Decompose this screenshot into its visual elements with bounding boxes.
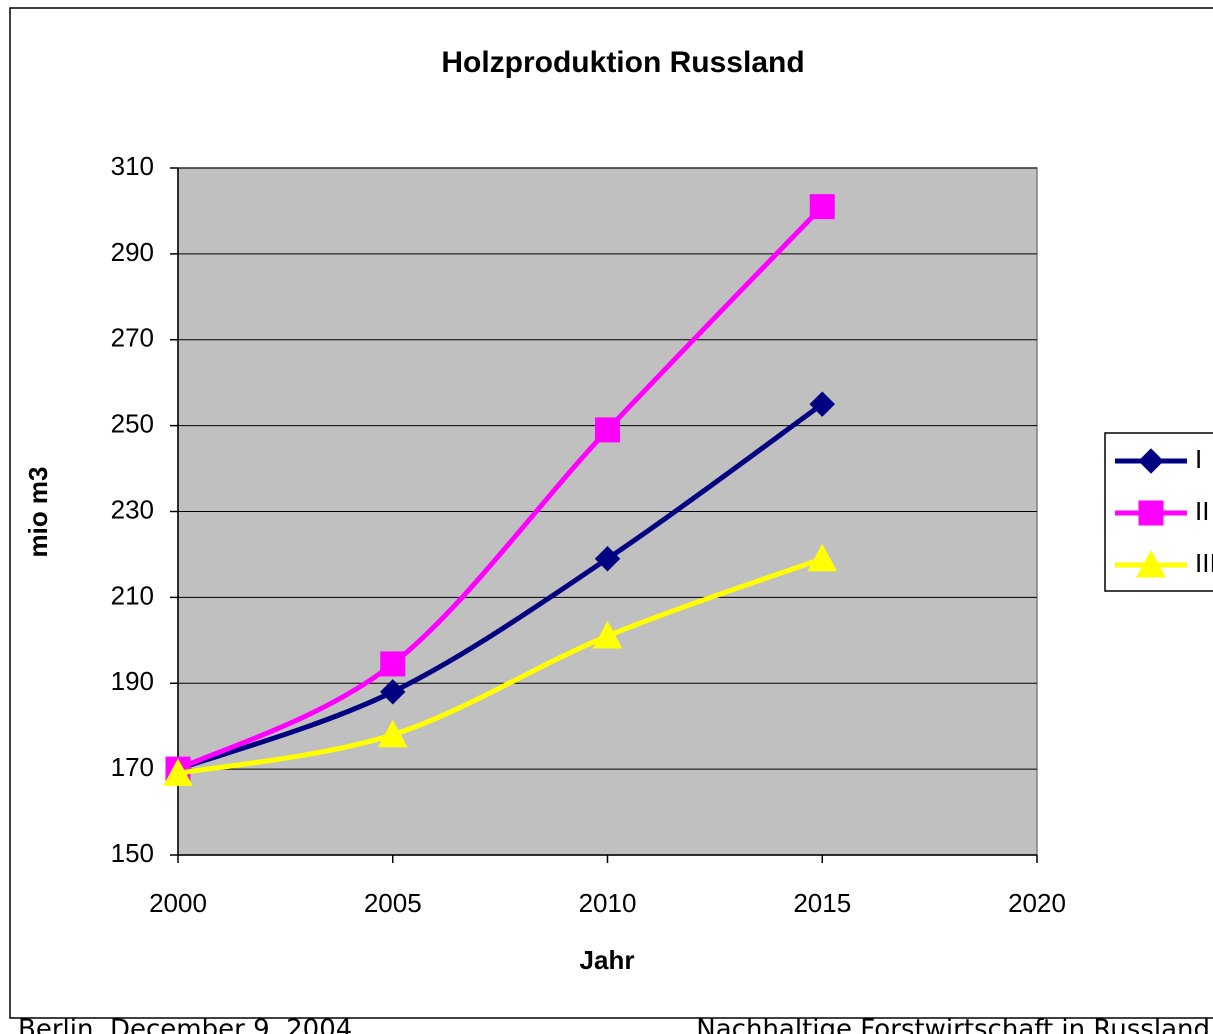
y-axis-label: mio m3 xyxy=(23,466,53,557)
y-tick-label: 290 xyxy=(111,237,154,267)
y-tick-label: 150 xyxy=(111,838,154,868)
series-line xyxy=(177,402,824,772)
y-tick-label: 270 xyxy=(111,323,154,353)
marker xyxy=(380,679,406,705)
marker xyxy=(594,546,621,572)
marker xyxy=(595,417,620,443)
x-axis-label: Jahr xyxy=(580,945,635,975)
x-tick-label: 2010 xyxy=(579,888,637,918)
x-tick-label: 2015 xyxy=(793,888,851,918)
series-line xyxy=(177,556,824,776)
marker xyxy=(1138,500,1164,526)
legend-label: III xyxy=(1195,548,1213,578)
footer-right: Nachhaltige Forstwirtschaft in Russland xyxy=(696,1015,1210,1034)
marker xyxy=(809,391,835,417)
y-tick-label: 190 xyxy=(111,666,154,696)
footer-left: Berlin, December 9, 2004 xyxy=(18,1015,352,1034)
y-tick-label: 210 xyxy=(111,580,154,610)
y-tick-label: 170 xyxy=(111,752,154,782)
marker xyxy=(809,194,835,220)
x-tick-label: 2020 xyxy=(1008,888,1066,918)
marker xyxy=(163,758,193,786)
series-line xyxy=(176,204,825,772)
marker xyxy=(377,719,408,748)
marker xyxy=(1138,448,1164,474)
marker xyxy=(807,543,838,572)
marker xyxy=(380,651,406,677)
y-tick-label: 250 xyxy=(111,409,154,439)
x-tick-label: 2000 xyxy=(149,888,207,918)
x-tick-label: 2005 xyxy=(364,888,422,918)
y-tick-label: 310 xyxy=(111,151,154,181)
marker xyxy=(1136,549,1166,578)
legend-label: II xyxy=(1195,496,1209,526)
y-tick-label: 230 xyxy=(111,494,154,524)
legend-label: I xyxy=(1195,444,1202,474)
marker xyxy=(592,620,623,649)
chart-title: Holzproduktion Russland xyxy=(441,46,804,79)
